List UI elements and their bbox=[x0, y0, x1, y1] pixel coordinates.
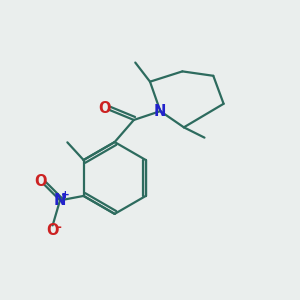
Text: -: - bbox=[56, 221, 61, 234]
Text: O: O bbox=[99, 101, 111, 116]
Text: N: N bbox=[154, 103, 167, 118]
Text: O: O bbox=[34, 174, 47, 189]
Text: N: N bbox=[54, 193, 66, 208]
Text: +: + bbox=[61, 190, 70, 200]
Text: O: O bbox=[46, 223, 59, 238]
